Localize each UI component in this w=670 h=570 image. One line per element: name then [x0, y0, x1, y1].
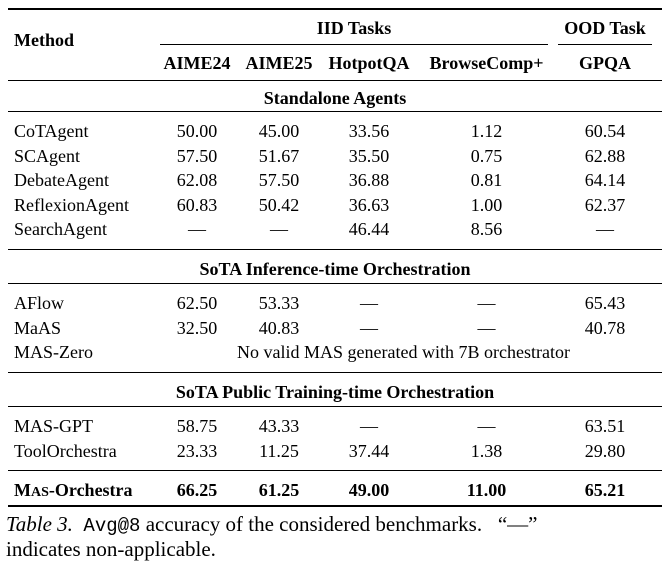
value-cell: 8.56 [470, 219, 503, 239]
top-rule [8, 8, 662, 10]
value-cell: 36.63 [348, 195, 390, 215]
value-cell: 49.00 [348, 480, 390, 500]
value-cell: — [596, 219, 614, 239]
method-cell: MAS-GPT [14, 416, 94, 436]
ood-group-rule [558, 44, 652, 45]
value-cell: 45.00 [258, 121, 300, 141]
method-cell: SearchAgent [14, 219, 107, 239]
value-cell: 50.42 [258, 195, 300, 215]
value-cell: 1.12 [470, 121, 503, 141]
value-cell: — [188, 219, 206, 239]
value-cell: 40.83 [258, 318, 300, 338]
table-caption-line2: indicates non-applicable. [6, 537, 216, 561]
value-cell: 63.51 [584, 416, 626, 436]
caption-label: Table 3. [6, 512, 73, 536]
value-cell: 0.75 [470, 146, 503, 166]
ood-group-header: OOD Task [564, 18, 646, 38]
value-cell: 64.14 [584, 170, 626, 190]
value-cell: 65.43 [584, 293, 626, 313]
value-cell: 65.21 [584, 480, 626, 500]
value-cell: 62.88 [584, 146, 626, 166]
method-cell: MAS-Orchestra [14, 480, 133, 500]
method-cell: ToolOrchestra [14, 441, 117, 461]
value-cell: 57.50 [176, 146, 218, 166]
value-cell: — [477, 416, 496, 436]
value-cell: 61.25 [258, 480, 300, 500]
method-cell: ReflexionAgent [14, 195, 129, 215]
value-cell: — [360, 318, 378, 338]
header-rule [8, 80, 662, 81]
value-cell: — [360, 293, 378, 313]
value-cell: 58.75 [176, 416, 218, 436]
caption-metric: Avg@8 [83, 515, 141, 537]
value-cell: — [360, 416, 378, 436]
value-cell: 37.44 [348, 441, 390, 461]
method-cell: AFlow [14, 293, 65, 313]
value-cell: 57.50 [258, 170, 300, 190]
value-cell: 60.54 [584, 121, 626, 141]
value-cell: 53.33 [258, 293, 300, 313]
section-rule [8, 249, 662, 250]
section-rule [8, 111, 662, 112]
value-cell: 60.83 [176, 195, 218, 215]
value-cell: 51.67 [258, 146, 300, 166]
value-cell: — [477, 293, 496, 313]
value-cell: 40.78 [584, 318, 626, 338]
caption-text: accuracy of the considered benchmarks. [145, 512, 483, 536]
value-cell: 0.81 [470, 170, 503, 190]
value-cell: 46.44 [348, 219, 390, 239]
iid-group-header: IID Tasks [316, 18, 392, 38]
section-rule [8, 406, 662, 407]
column-header-hotpotqa: HotpotQA [328, 53, 410, 73]
method-cell: SCAgent [14, 146, 81, 166]
bottom-rule [8, 505, 662, 507]
section-title: Standalone Agents [263, 88, 407, 108]
note-cell: No valid MAS generated with 7B orchestra… [237, 342, 570, 362]
value-cell: 66.25 [176, 480, 218, 500]
section-title: SoTA Inference-time Orchestration [199, 259, 471, 279]
method-cell: CoTAgent [14, 121, 89, 141]
value-cell: 1.00 [470, 195, 503, 215]
value-cell: — [477, 318, 496, 338]
column-header-aime25: AIME25 [245, 53, 313, 73]
value-cell: 1.38 [470, 441, 503, 461]
value-cell: 36.88 [348, 170, 390, 190]
value-cell: 35.50 [348, 146, 390, 166]
caption-quote: “—” [497, 512, 538, 536]
value-cell: 62.08 [176, 170, 218, 190]
value-cell: 32.50 [176, 318, 218, 338]
value-cell: 50.00 [176, 121, 218, 141]
iid-group-rule [160, 44, 548, 45]
value-cell: 11.25 [259, 441, 299, 461]
value-cell: 62.50 [176, 293, 218, 313]
section-title: SoTA Public Training-time Orchestration [175, 382, 495, 402]
section-rule [8, 283, 662, 284]
method-cell: MaAS [14, 318, 62, 338]
value-cell: 43.33 [258, 416, 300, 436]
section-rule [8, 470, 662, 471]
value-cell: 62.37 [584, 195, 626, 215]
value-cell: 11.00 [466, 480, 507, 500]
method-cell: MAS-Zero [14, 342, 93, 362]
table-caption: Table 3. Avg@8 accuracy of the considere… [6, 512, 538, 538]
value-cell: 23.33 [176, 441, 218, 461]
section-rule [8, 372, 662, 373]
column-header-browsecomp: BrowseComp+ [429, 53, 544, 73]
value-cell: 33.56 [348, 121, 390, 141]
column-header-gpqa: GPQA [579, 53, 631, 73]
column-header-aime24: AIME24 [163, 53, 231, 73]
value-cell: — [270, 219, 288, 239]
method-cell: DebateAgent [14, 170, 109, 190]
method-header: Method [14, 30, 74, 50]
value-cell: 29.80 [584, 441, 626, 461]
